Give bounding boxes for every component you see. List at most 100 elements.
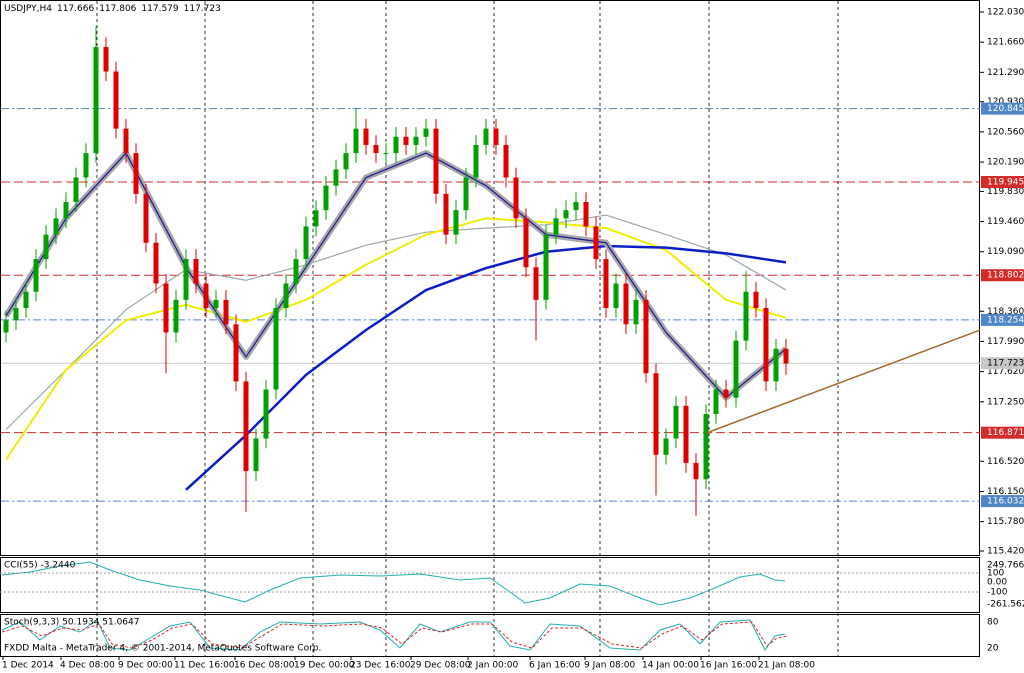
date-label: 19 Dec 00:00 <box>294 661 355 671</box>
cci-line <box>1 561 786 606</box>
level-tag <box>981 176 1024 189</box>
candle-body <box>543 234 549 300</box>
candle-body <box>403 136 409 145</box>
price-label: 119.830 <box>987 187 1024 197</box>
candle-body <box>453 210 459 235</box>
cci-level: 100 <box>987 569 1004 579</box>
candle-body <box>3 320 9 333</box>
stoch-panel <box>0 614 980 657</box>
candle-body <box>13 308 19 321</box>
candle-body <box>113 71 119 129</box>
price-label: 122.030 <box>987 8 1024 18</box>
price-label: 115.420 <box>987 547 1024 557</box>
date-label: 9 Jan 08:00 <box>584 661 636 671</box>
candle-body <box>153 242 159 284</box>
candle-body <box>233 324 239 382</box>
stoch-level: 20 <box>987 644 999 654</box>
candle-body <box>373 144 379 154</box>
candle-body <box>583 201 589 227</box>
candle-body <box>323 185 329 211</box>
candle-body <box>123 128 129 154</box>
candle-body <box>493 128 499 145</box>
candle-body <box>333 169 339 186</box>
price-label: 119.090 <box>987 247 1024 257</box>
candle-body <box>133 153 139 194</box>
candle-body <box>293 259 299 284</box>
candle-body <box>83 153 89 178</box>
stoch-main <box>1 619 786 651</box>
price-label: 121.290 <box>987 68 1024 78</box>
candle-body <box>533 267 539 300</box>
date-label: 21 Jan 08:00 <box>758 661 815 671</box>
candle-body <box>283 283 289 309</box>
header-field: 117.806 <box>99 4 136 14</box>
candle-body <box>173 299 179 333</box>
candle-body <box>593 226 599 260</box>
candle-body <box>223 299 229 325</box>
candle-body <box>713 389 719 415</box>
price-label: 115.780 <box>987 517 1024 527</box>
candle-body <box>163 283 169 333</box>
candle-body <box>423 128 429 137</box>
candle-body <box>613 283 619 309</box>
candle-body <box>63 201 69 219</box>
date-label: 29 Dec 08:00 <box>410 661 471 671</box>
candle-body <box>353 128 359 154</box>
candle-body <box>633 299 639 325</box>
header-field: USDJPY,H4 <box>4 4 52 14</box>
cci-label: CCI(55) -3.2440 <box>4 561 76 571</box>
level-label: 118.802 <box>987 271 1024 281</box>
candle-body <box>343 153 349 170</box>
date-label: 16 Jan 16:00 <box>700 661 757 671</box>
date-label: 1 Dec 2014 <box>2 661 54 671</box>
level-label: 116.032 <box>987 497 1024 507</box>
candle-body <box>303 226 309 260</box>
candle-body <box>463 177 469 211</box>
level-tag <box>981 495 1024 508</box>
candle-body <box>623 283 629 325</box>
candle-body <box>443 193 449 235</box>
candle-body <box>663 438 669 455</box>
level-tag <box>981 269 1024 282</box>
candle-body <box>773 348 779 382</box>
candle-body <box>143 193 149 243</box>
candle-body <box>683 405 689 463</box>
footer: FXDD Malta - MetaTrader 4, © 2001-2014, … <box>4 644 321 654</box>
candle-body <box>733 340 739 398</box>
candle-body <box>23 291 29 309</box>
main-panel <box>0 0 980 556</box>
candle-body <box>783 348 789 364</box>
candle-body <box>603 259 609 309</box>
candle-body <box>703 414 709 480</box>
candle-body <box>473 144 479 178</box>
candle-body <box>753 291 759 309</box>
candle-body <box>553 218 559 235</box>
date-label: 9 Dec 00:00 <box>118 661 173 671</box>
cci-level: 0.00 <box>987 578 1007 588</box>
cci-level: 249.7666 <box>987 561 1024 571</box>
candle-body <box>563 210 569 219</box>
price-label: 120.930 <box>987 97 1024 107</box>
candle-body <box>503 144 509 178</box>
candle-body <box>673 405 679 439</box>
price-label: 120.190 <box>987 158 1024 168</box>
candle-body <box>183 259 189 300</box>
level-label: 117.723 <box>987 359 1024 369</box>
candle-body <box>313 210 319 227</box>
date-label: 11 Dec 16:00 <box>174 661 235 671</box>
candle-body <box>743 291 749 341</box>
stoch-label: Stoch(9,3,3) 50.1934 51.0647 <box>4 618 139 628</box>
price-label: 117.250 <box>987 397 1024 407</box>
cci-panel <box>0 557 980 613</box>
price-label: 117.620 <box>987 367 1024 377</box>
candle-body <box>723 389 729 398</box>
level-tag <box>981 102 1024 115</box>
moving-average <box>5 214 787 430</box>
candle-body <box>693 462 699 480</box>
candle-body <box>93 47 99 154</box>
price-label: 118.360 <box>987 307 1024 317</box>
level-label: 120.845 <box>987 104 1024 114</box>
moving-average <box>185 244 787 491</box>
level-tag <box>981 426 1024 439</box>
